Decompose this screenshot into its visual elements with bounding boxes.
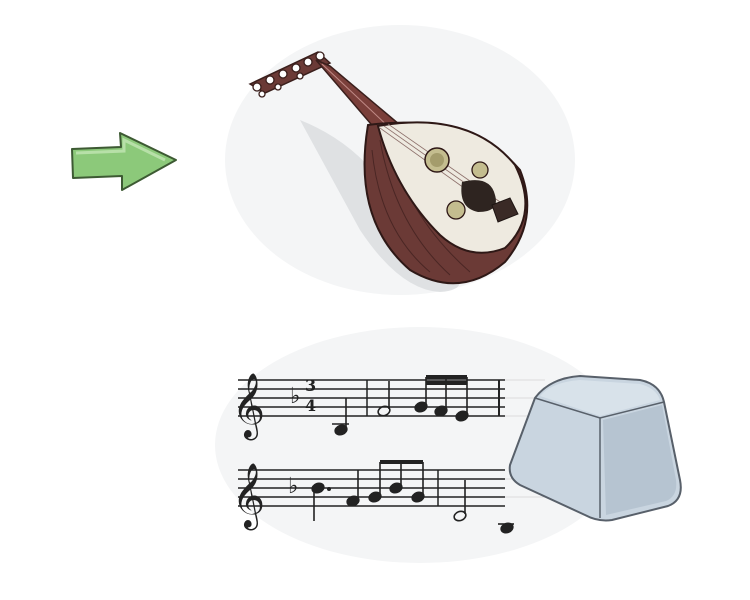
treble-clef-1: 𝄞	[232, 373, 265, 440]
oud-rosettes	[424, 147, 489, 220]
key-signature-1: ♭	[290, 384, 300, 409]
notes-staff-1	[332, 375, 469, 436]
time-signature-bottom: 4	[305, 396, 316, 415]
keyboard-key-icon	[508, 375, 682, 522]
staff-1	[238, 379, 505, 417]
staff-2	[238, 469, 505, 507]
treble-clef-2: 𝄞	[232, 463, 265, 530]
key-signature-2: ♭	[288, 474, 298, 499]
sheet-music-icon: 𝄞 ♭ 3 4 𝄞 ♭	[232, 373, 545, 534]
right-arrow-icon	[71, 132, 177, 191]
time-signature-top: 3	[305, 376, 316, 395]
notes-staff-2	[311, 460, 514, 534]
oud-icon	[248, 51, 529, 292]
